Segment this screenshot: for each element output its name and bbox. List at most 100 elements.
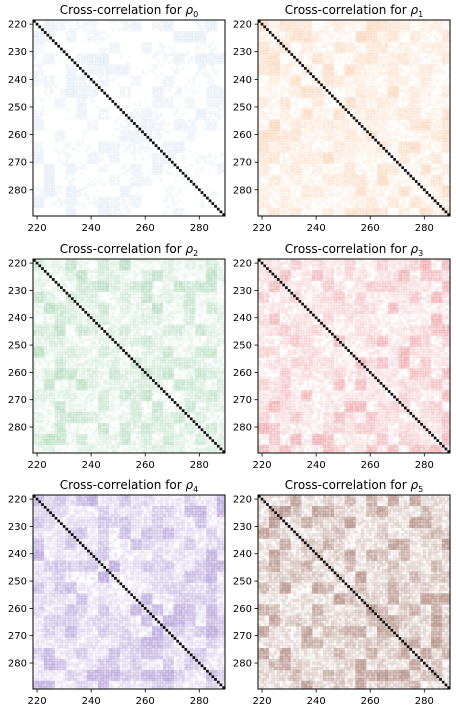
heatmap-cell: [385, 91, 389, 95]
heatmap-cell: [268, 25, 272, 29]
heatmap-cell: [111, 44, 115, 48]
heatmap-cell: [46, 75, 50, 79]
heatmap-cell: [314, 97, 318, 101]
heatmap-cell: [149, 180, 153, 184]
heatmap-cell: [149, 113, 153, 117]
heatmap-cell: [395, 64, 399, 68]
heatmap-cell: [393, 36, 397, 40]
heatmap-cell: [349, 39, 353, 43]
heatmap-cell: [179, 31, 183, 35]
heatmap-cell: [97, 75, 101, 79]
heatmap-cell: [376, 28, 380, 32]
heatmap-cell: [135, 196, 139, 200]
heatmap-cell: [84, 89, 88, 93]
heatmap-cell: [336, 146, 340, 151]
heatmap-cell: [214, 69, 218, 73]
heatmap-cell: [347, 138, 351, 142]
heatmap-cell: [341, 66, 345, 70]
heatmap-cell: [41, 100, 45, 104]
heatmap-cell: [119, 193, 123, 197]
heatmap-cell: [181, 113, 185, 117]
heatmap-cell: [65, 177, 69, 181]
heatmap-cell: [322, 77, 326, 82]
heatmap-cell: [358, 97, 362, 101]
diagonal-cell: [41, 28, 44, 32]
heatmap-cell: [317, 22, 321, 26]
heatmap-cell: [298, 171, 302, 175]
heatmap-cell: [106, 141, 110, 145]
heatmap-cell: [157, 86, 161, 90]
heatmap-cell: [95, 61, 99, 65]
heatmap-cell: [216, 97, 220, 101]
heatmap-cell: [149, 64, 153, 68]
heatmap-cell: [268, 77, 272, 82]
heatmap-cell: [385, 152, 389, 156]
heatmap-cell: [154, 53, 158, 57]
heatmap-cell: [295, 135, 299, 139]
heatmap-cell: [141, 119, 145, 123]
heatmap-cell: [385, 83, 389, 87]
heatmap-cell: [336, 28, 340, 32]
heatmap-cell: [363, 58, 367, 62]
heatmap-cell: [374, 133, 378, 137]
heatmap-cell: [200, 202, 204, 206]
diagonal-cell: [181, 171, 185, 175]
heatmap-cell: [298, 80, 302, 84]
heatmap-cell: [68, 207, 72, 211]
heatmap-cell: [260, 97, 264, 101]
heatmap-cell: [84, 20, 88, 24]
heatmap-cell: [268, 64, 272, 68]
heatmap-cell: [360, 80, 364, 84]
heatmap-cell: [76, 144, 80, 148]
heatmap-cell: [141, 72, 145, 76]
heatmap-cell: [379, 72, 383, 76]
heatmap-cell: [363, 42, 367, 46]
heatmap-cell: [33, 196, 36, 200]
heatmap-cell: [279, 91, 283, 95]
heatmap-cell: [173, 31, 177, 35]
heatmap-cell: [322, 91, 326, 95]
heatmap-cell: [160, 86, 164, 90]
heatmap-cell: [376, 149, 380, 153]
heatmap-cell: [358, 166, 362, 170]
heatmap-cell: [301, 77, 305, 82]
heatmap-cell: [70, 152, 74, 156]
heatmap-cell: [208, 64, 212, 68]
heatmap-cell: [258, 160, 261, 164]
heatmap-cell: [271, 122, 275, 126]
heatmap-cell: [393, 50, 397, 54]
heatmap-cell: [184, 130, 188, 134]
heatmap-cell: [81, 58, 85, 62]
heatmap-cell: [347, 155, 351, 159]
heatmap-cell: [309, 91, 313, 95]
heatmap-cell: [62, 202, 66, 206]
heatmap-cell: [143, 149, 147, 153]
heatmap-cell: [404, 77, 408, 82]
heatmap-cell: [360, 133, 364, 137]
heatmap-cell: [371, 55, 375, 59]
heatmap-cell: [87, 28, 91, 32]
heatmap-cell: [333, 33, 337, 37]
heatmap-cell: [309, 89, 313, 93]
heatmap-cell: [379, 31, 383, 35]
heatmap-cell: [60, 102, 64, 106]
heatmap-cell: [268, 91, 272, 95]
heatmap-cell: [309, 36, 313, 40]
heatmap-cell: [279, 133, 283, 137]
heatmap-cell: [258, 146, 261, 151]
heatmap-cell: [276, 146, 280, 151]
heatmap-cell: [363, 28, 367, 32]
heatmap-cell: [320, 94, 324, 98]
heatmap-cell: [371, 53, 375, 57]
heatmap-cell: [60, 135, 64, 139]
heatmap-cell: [406, 58, 410, 62]
heatmap-cell: [349, 47, 353, 51]
heatmap-cell: [127, 127, 131, 131]
heatmap-cell: [360, 39, 364, 43]
heatmap-cell: [195, 42, 199, 46]
heatmap-cell: [368, 20, 372, 24]
heatmap-cell: [95, 28, 99, 32]
heatmap-cell: [157, 97, 161, 101]
heatmap-cell: [398, 55, 402, 59]
heatmap-cell: [219, 113, 223, 117]
